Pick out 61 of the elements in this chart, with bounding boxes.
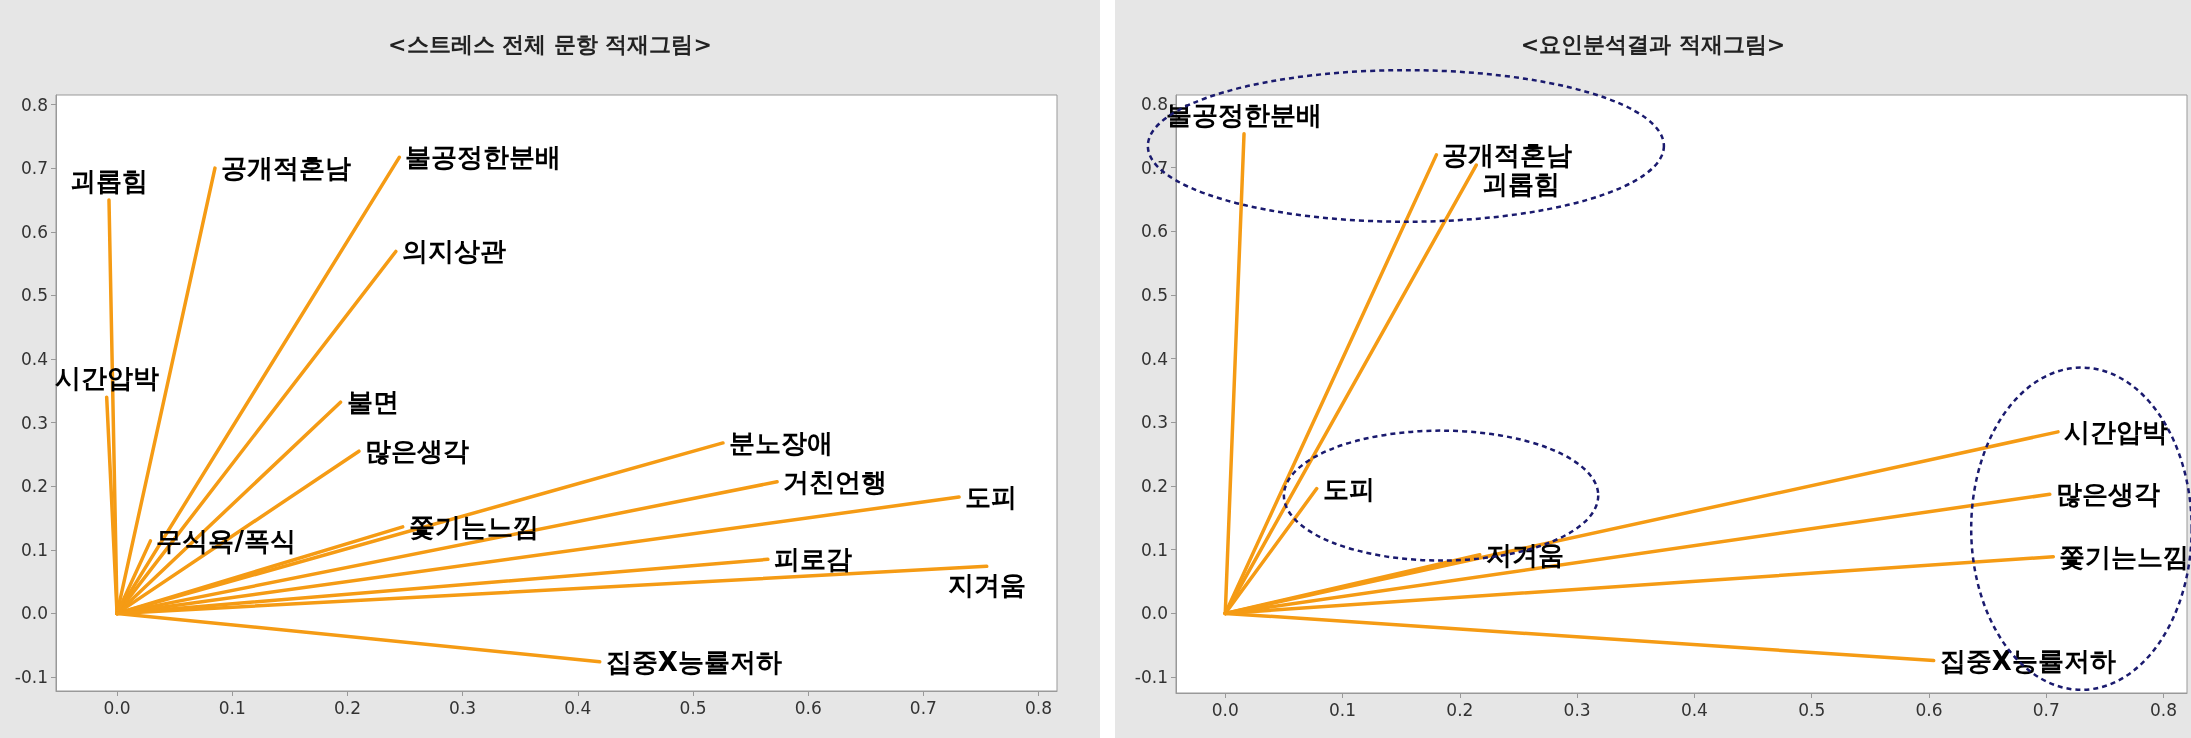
series-label: 피로감 xyxy=(773,544,852,575)
series-label: 괴롭힘 xyxy=(1482,169,1561,200)
series-label: 공개적혼남 xyxy=(220,153,351,184)
x-tick-label: 0.1 xyxy=(218,697,246,718)
y-tick-label: 0.1 xyxy=(20,539,48,560)
series-label: 많은생각 xyxy=(2055,479,2160,510)
x-tick-label: 0.4 xyxy=(564,697,592,718)
series-label: 불면 xyxy=(346,387,399,418)
y-tick-label: 0.7 xyxy=(1140,157,1168,178)
y-tick-label: 0.6 xyxy=(1140,221,1168,242)
x-tick-label: 0.8 xyxy=(2150,699,2178,720)
x-tick-label: 0.4 xyxy=(1680,699,1708,720)
y-tick-label: 0.3 xyxy=(20,412,48,433)
series-label: 집중X능률저하 xyxy=(1939,645,2116,676)
y-tick-label: 0.7 xyxy=(20,158,48,179)
y-tick-label: 0.0 xyxy=(1140,603,1168,624)
x-tick-label: 0.7 xyxy=(2032,699,2060,720)
x-tick-label: 0.7 xyxy=(909,697,937,718)
y-tick-label: 0.3 xyxy=(1140,412,1168,433)
x-tick-label: 0.2 xyxy=(333,697,361,718)
y-tick-label: 0.2 xyxy=(1140,476,1168,497)
y-tick-label: 0.4 xyxy=(20,348,48,369)
x-tick-label: 0.8 xyxy=(1025,697,1053,718)
x-tick-label: 0.2 xyxy=(1446,699,1474,720)
y-tick-label: -0.1 xyxy=(14,667,48,688)
series-label: 도피 xyxy=(1322,473,1375,504)
y-tick-label: 0.1 xyxy=(1140,539,1168,560)
series-label: 많은생각 xyxy=(364,436,469,467)
series-label: 쫓기는느낌 xyxy=(2059,541,2190,572)
series-label: 분노장애 xyxy=(728,427,833,458)
series-label: 지겨움 xyxy=(1485,539,1564,570)
x-tick-label: 0.5 xyxy=(679,697,707,718)
series-label: 불공정한분배 xyxy=(405,142,562,173)
y-tick-label: 0.8 xyxy=(1140,93,1168,114)
x-tick-label: 0.0 xyxy=(103,697,131,718)
x-tick-label: 0.5 xyxy=(1798,699,1826,720)
y-tick-label: 0.0 xyxy=(20,603,48,624)
chart-title: <요인분석결과 적재그림> xyxy=(1520,31,1786,57)
y-tick-label: 0.8 xyxy=(20,94,48,115)
series-label: 의지상관 xyxy=(401,236,506,267)
series-label: 시간압박 xyxy=(2063,416,2168,447)
y-tick-label: 0.2 xyxy=(20,476,48,497)
series-label: 집중X능률저하 xyxy=(605,646,782,677)
y-tick-label: 0.4 xyxy=(1140,348,1168,369)
series-label: 공개적혼남 xyxy=(1442,139,1573,170)
x-tick-label: 0.6 xyxy=(1915,699,1943,720)
series-label: 불공정한분배 xyxy=(1166,99,1323,130)
x-tick-label: 0.3 xyxy=(1563,699,1591,720)
chart-title: <스트레스 전체 문항 적재그림> xyxy=(388,31,712,57)
series-label: 지겨움 xyxy=(947,570,1026,601)
y-tick-label: -0.1 xyxy=(1134,667,1168,688)
y-tick-label: 0.5 xyxy=(20,285,48,306)
x-tick-label: 0.6 xyxy=(794,697,822,718)
x-tick-label: 0.1 xyxy=(1329,699,1357,720)
x-tick-label: 0.3 xyxy=(449,697,477,718)
x-tick-label: 0.0 xyxy=(1211,699,1239,720)
y-tick-label: 0.5 xyxy=(1140,284,1168,305)
y-tick-label: 0.6 xyxy=(20,221,48,242)
series-label: 괴롭힘 xyxy=(69,165,148,196)
series-label: 거친언행 xyxy=(783,466,888,497)
series-label: 도피 xyxy=(965,482,1018,512)
